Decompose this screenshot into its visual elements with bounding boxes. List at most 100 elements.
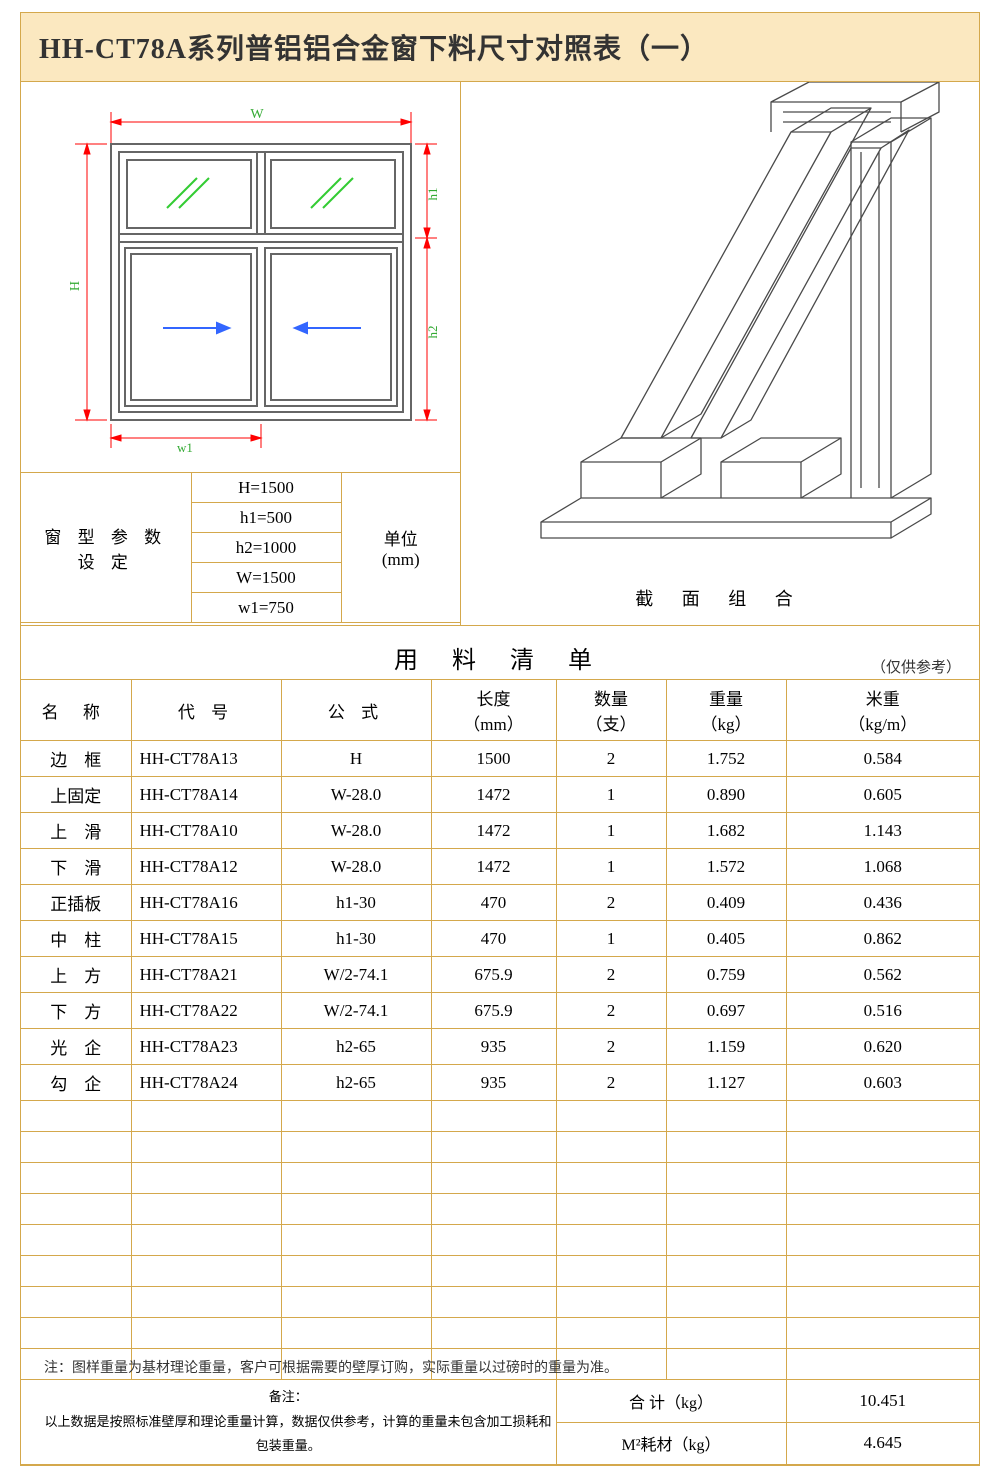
cell-name: 光 企 — [21, 1029, 131, 1065]
cell-code: HH-CT78A14 — [131, 777, 281, 813]
footer-note: 注：图样重量为基材理论重量，客户可根据需要的壁厚订购，实际重量以过磅时的重量为准… — [44, 1357, 618, 1377]
cell-formula: h2-65 — [281, 1029, 431, 1065]
cell-formula: W-28.0 — [281, 777, 431, 813]
cell-name: 中 柱 — [21, 921, 131, 957]
param-row-4: w1=750 — [191, 593, 341, 623]
cell-length: 1472 — [431, 849, 556, 885]
table-row: 上固定HH-CT78A14W-28.0147210.8900.605 — [21, 777, 979, 813]
cell-code: HH-CT78A22 — [131, 993, 281, 1029]
cell-mweight: 0.605 — [786, 777, 979, 813]
cell-qty: 1 — [556, 777, 666, 813]
cell-weight: 0.697 — [666, 993, 786, 1029]
material-table: 名 称 代 号 公 式 长度（mm） 数量（支） 重量（kg） 米重（kg/m）… — [21, 679, 979, 1465]
cell-weight: 0.890 — [666, 777, 786, 813]
cell-mweight: 0.562 — [786, 957, 979, 993]
th-qty: 数量（支） — [556, 680, 666, 741]
cell-formula: h1-30 — [281, 885, 431, 921]
page-border: HH-CT78A系列普铝铝合金窗下料尺寸对照表（一） W — [20, 12, 980, 1466]
cell-weight: 1.752 — [666, 741, 786, 777]
isometric-section-svg — [461, 82, 971, 572]
cell-name: 下 方 — [21, 993, 131, 1029]
m2-value: 4.645 — [786, 1422, 979, 1465]
table-row-empty — [21, 1225, 979, 1256]
cell-code: HH-CT78A13 — [131, 741, 281, 777]
table-row: 正插板HH-CT78A16h1-3047020.4090.436 — [21, 885, 979, 921]
dim-H-label: H — [68, 281, 83, 291]
th-length: 长度（mm） — [431, 680, 556, 741]
param-row-0: H=1500 — [191, 473, 341, 503]
table-row: 勾 企HH-CT78A24h2-6593521.1270.603 — [21, 1065, 979, 1101]
material-list-title: 用 料 清 单 — [394, 648, 606, 674]
cell-length: 470 — [431, 885, 556, 921]
remark-cell: 备注： 以上数据是按照标准壁厚和理论重量计算，数据仅供参考，计算的重量未包含加工… — [21, 1380, 556, 1465]
cell-length: 675.9 — [431, 993, 556, 1029]
reference-note: （仅供参考） — [871, 656, 961, 677]
cell-code: HH-CT78A10 — [131, 813, 281, 849]
cell-code: HH-CT78A12 — [131, 849, 281, 885]
dim-W-label: W — [250, 107, 264, 122]
cell-name: 上固定 — [21, 777, 131, 813]
cell-length: 935 — [431, 1029, 556, 1065]
cell-name: 边 框 — [21, 741, 131, 777]
table-row-empty — [21, 1256, 979, 1287]
th-code: 代 号 — [131, 680, 281, 741]
cell-qty: 1 — [556, 813, 666, 849]
cell-mweight: 1.143 — [786, 813, 979, 849]
right-column: 截 面 组 合 — [461, 82, 979, 625]
table-row: 边 框HH-CT78A13H150021.7520.584 — [21, 741, 979, 777]
params-table: 窗 型 参 数 设 定 H=1500 单位 (mm) h1=500 h2=100… — [21, 472, 460, 623]
cell-weight: 1.572 — [666, 849, 786, 885]
cell-code: HH-CT78A15 — [131, 921, 281, 957]
cell-mweight: 0.862 — [786, 921, 979, 957]
cell-formula: H — [281, 741, 431, 777]
params-label: 窗 型 参 数 设 定 — [21, 473, 191, 623]
cell-weight: 1.682 — [666, 813, 786, 849]
dim-w1-label: w1 — [177, 440, 193, 455]
cell-qty: 2 — [556, 885, 666, 921]
cell-mweight: 0.620 — [786, 1029, 979, 1065]
cell-formula: W/2-74.1 — [281, 993, 431, 1029]
cell-weight: 1.159 — [666, 1029, 786, 1065]
cell-qty: 2 — [556, 993, 666, 1029]
cell-name: 上 滑 — [21, 813, 131, 849]
window-diagram: W H — [21, 82, 460, 472]
sum-label: 合 计（kg） — [556, 1380, 786, 1423]
cell-formula: W-28.0 — [281, 849, 431, 885]
remark-row-1: 备注： 以上数据是按照标准壁厚和理论重量计算，数据仅供参考，计算的重量未包含加工… — [21, 1380, 979, 1423]
cell-length: 675.9 — [431, 957, 556, 993]
table-row-empty — [21, 1194, 979, 1225]
cell-formula: h2-65 — [281, 1065, 431, 1101]
cell-code: HH-CT78A23 — [131, 1029, 281, 1065]
cell-formula: W-28.0 — [281, 813, 431, 849]
sum-value: 10.451 — [786, 1380, 979, 1423]
cell-name: 下 滑 — [21, 849, 131, 885]
table-row-empty — [21, 1318, 979, 1349]
cell-code: HH-CT78A16 — [131, 885, 281, 921]
th-formula: 公 式 — [281, 680, 431, 741]
material-list-title-row: 用 料 清 单 （仅供参考） — [21, 625, 979, 679]
table-row: 上 方HH-CT78A21W/2-74.1675.920.7590.562 — [21, 957, 979, 993]
cell-weight: 0.405 — [666, 921, 786, 957]
cell-mweight: 0.436 — [786, 885, 979, 921]
cell-qty: 2 — [556, 1065, 666, 1101]
table-row: 光 企HH-CT78A23h2-6593521.1590.620 — [21, 1029, 979, 1065]
upper-section: W H — [21, 82, 979, 625]
page-title: HH-CT78A系列普铝铝合金窗下料尺寸对照表（一） — [21, 13, 979, 82]
cell-weight: 0.759 — [666, 957, 786, 993]
cell-code: HH-CT78A21 — [131, 957, 281, 993]
cell-length: 935 — [431, 1065, 556, 1101]
cell-length: 470 — [431, 921, 556, 957]
table-row: 下 方HH-CT78A22W/2-74.1675.920.6970.516 — [21, 993, 979, 1029]
section-caption: 截 面 组 合 — [461, 577, 979, 625]
m2-label: M²耗材（kg） — [556, 1422, 786, 1465]
cell-length: 1472 — [431, 777, 556, 813]
cell-length: 1472 — [431, 813, 556, 849]
th-name: 名 称 — [21, 680, 131, 741]
cell-mweight: 0.516 — [786, 993, 979, 1029]
params-unit: 单位 (mm) — [341, 473, 460, 623]
cell-code: HH-CT78A24 — [131, 1065, 281, 1101]
cell-name: 正插板 — [21, 885, 131, 921]
cell-qty: 1 — [556, 921, 666, 957]
param-row-1: h1=500 — [191, 503, 341, 533]
table-row: 下 滑HH-CT78A12W-28.0147211.5721.068 — [21, 849, 979, 885]
